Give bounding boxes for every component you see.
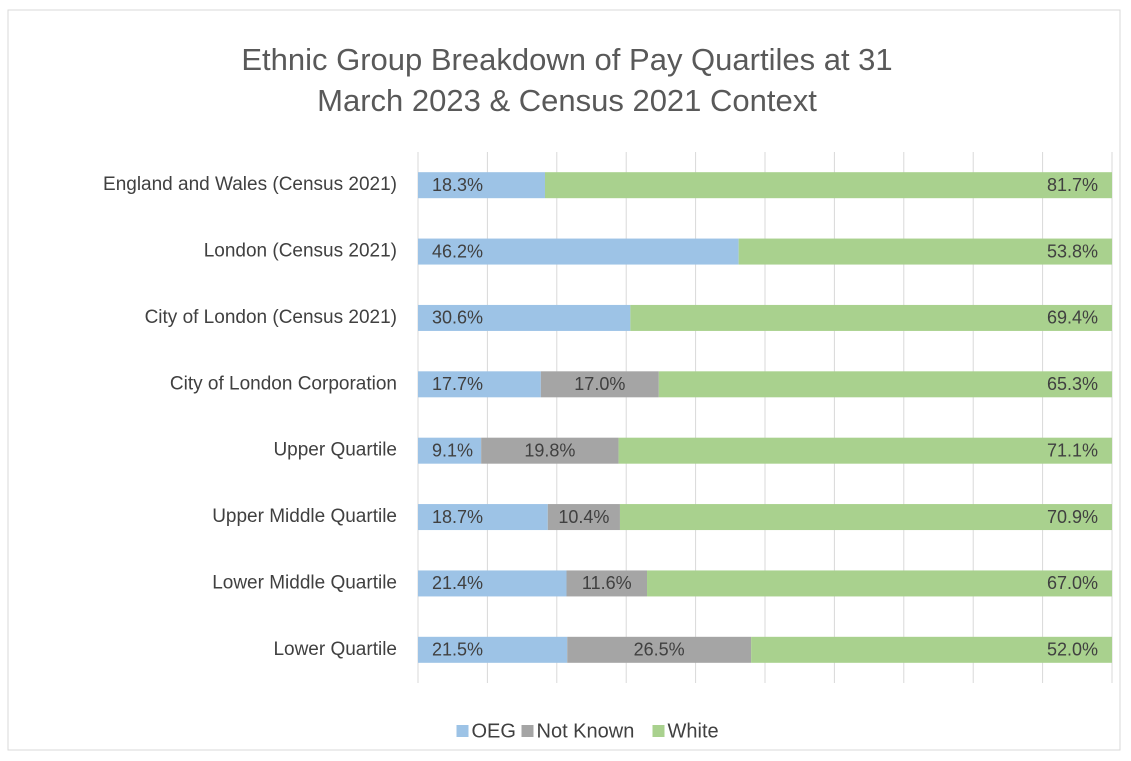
- legend-swatch: [456, 725, 469, 737]
- data-label: 11.6%: [582, 573, 632, 593]
- legend-label: Not Known: [537, 720, 635, 742]
- bar-segment: [738, 238, 1112, 265]
- data-label: 65.3%: [1047, 374, 1098, 394]
- data-label: 67.0%: [1047, 573, 1098, 593]
- bar-segment: [418, 238, 739, 265]
- bar-segment: [751, 636, 1112, 663]
- data-label: 21.4%: [432, 573, 483, 593]
- bar-segment: [547, 504, 620, 531]
- y-tick-label: Lower Quartile: [273, 639, 397, 660]
- bar-segment: [418, 371, 541, 398]
- data-label: 30.6%: [432, 308, 483, 328]
- legend-label: OEG: [472, 720, 516, 742]
- bar-segment: [647, 570, 1112, 597]
- data-label: 52.0%: [1047, 640, 1098, 660]
- bar-segment: [619, 504, 1112, 531]
- y-tick-label: City of London (Census 2021): [145, 307, 397, 328]
- bar-segment: [545, 172, 1112, 199]
- bar-segment: [567, 636, 752, 663]
- data-label: 70.9%: [1047, 507, 1098, 527]
- data-label: 17.7%: [432, 374, 483, 394]
- bar-segment: [481, 437, 619, 464]
- data-label: 9.1%: [432, 440, 473, 460]
- y-tick-label: City of London Corporation: [170, 373, 397, 394]
- data-label: 81.7%: [1047, 175, 1098, 195]
- bar-segment: [418, 304, 631, 331]
- bar-segment: [566, 570, 648, 597]
- chart-title: Ethnic Group Breakdown of Pay Quartiles …: [241, 42, 892, 77]
- data-label: 26.5%: [634, 640, 685, 660]
- data-label: 69.4%: [1047, 308, 1098, 328]
- bar-segment: [418, 437, 482, 464]
- legend-label: White: [668, 720, 719, 742]
- y-tick-label: Upper Middle Quartile: [212, 506, 397, 527]
- data-label: 18.3%: [432, 175, 483, 195]
- y-tick-label: London (Census 2021): [204, 241, 397, 262]
- chart-title: March 2023 & Census 2021 Context: [317, 83, 817, 118]
- data-label: 17.0%: [574, 374, 625, 394]
- bar-segment: [418, 172, 546, 199]
- bar-segment: [658, 371, 1112, 398]
- y-tick-label: Lower Middle Quartile: [212, 572, 397, 593]
- data-label: 19.8%: [524, 440, 575, 460]
- data-label: 46.2%: [432, 241, 483, 261]
- y-tick-label: Upper Quartile: [273, 440, 397, 461]
- data-label: 10.4%: [558, 507, 609, 527]
- bar-segment: [418, 636, 568, 663]
- legend-swatch: [652, 725, 665, 737]
- y-tick-label: England and Wales (Census 2021): [103, 174, 397, 195]
- data-label: 53.8%: [1047, 241, 1098, 261]
- bar-segment: [418, 504, 548, 531]
- bar-segment: [630, 304, 1112, 331]
- legend-swatch: [521, 725, 534, 737]
- bar-segment: [540, 371, 659, 398]
- data-label: 71.1%: [1047, 440, 1098, 460]
- bar-segment: [418, 570, 567, 597]
- data-label: 18.7%: [432, 507, 483, 527]
- data-label: 21.5%: [432, 640, 483, 660]
- bar-segment: [618, 437, 1112, 464]
